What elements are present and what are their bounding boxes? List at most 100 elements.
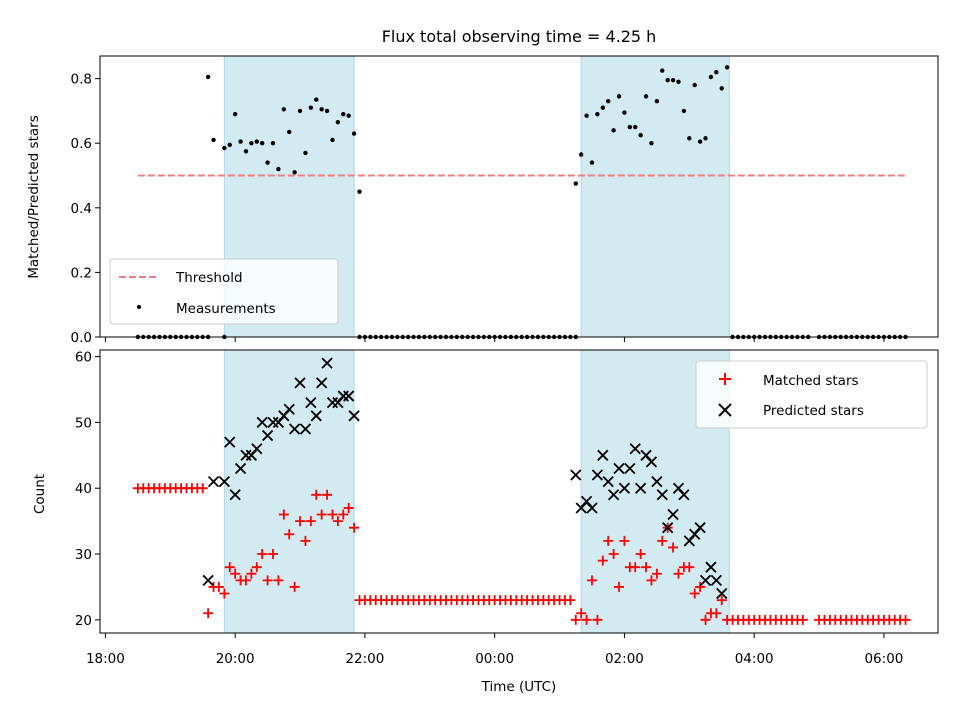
matched-star-point <box>349 522 360 533</box>
measurement-point <box>573 181 578 186</box>
measurement-point <box>660 68 665 73</box>
y-tick-label-top: 0.8 <box>71 72 92 88</box>
matched-star-point <box>268 549 279 560</box>
y-tick-label-top: 0.4 <box>71 201 92 217</box>
measurement-point <box>243 149 249 154</box>
measurement-point <box>205 74 211 80</box>
matched-star-point <box>716 595 727 606</box>
measurement-point <box>697 139 703 144</box>
measurement-point <box>703 136 708 141</box>
predicted-star-point <box>705 561 717 573</box>
y-tick-label-bottom: 30 <box>75 547 92 563</box>
predicted-star-point <box>586 502 598 514</box>
matched-star-point <box>240 575 251 586</box>
predicted-star-point <box>283 403 295 415</box>
matched-star-point <box>273 575 284 586</box>
measurement-point <box>649 141 654 146</box>
matched-star-point <box>338 509 349 520</box>
matched-star-point <box>581 614 592 625</box>
measurement-point <box>627 124 633 130</box>
matched-star-point <box>646 575 657 586</box>
predicted-star-point <box>288 423 301 435</box>
matched-star-point <box>597 555 608 566</box>
measurement-point <box>346 113 351 118</box>
matched-star-point <box>289 581 300 592</box>
bottom-axes-frame <box>99 349 939 634</box>
predicted-star-point <box>629 443 641 455</box>
measurement-point <box>681 108 687 114</box>
matched-star-point <box>689 588 700 599</box>
measurement-point <box>638 132 643 138</box>
measurement-point <box>622 110 627 115</box>
y-tick-label-top: 0.2 <box>71 265 92 281</box>
matched-star-point <box>257 549 268 560</box>
matched-star-point <box>641 562 652 573</box>
predicted-star-point <box>229 489 241 501</box>
predicted-star-point <box>694 522 706 534</box>
legend-predicted-swatch <box>718 403 732 417</box>
predicted-star-point <box>256 416 268 429</box>
x-tick-label: 20:00 <box>216 651 255 667</box>
measurement-point <box>265 160 270 165</box>
predicted-star-point <box>602 475 614 488</box>
matched-star-point <box>213 581 224 592</box>
measurement-point <box>606 99 611 104</box>
predicted-star-point <box>662 522 674 534</box>
predicted-star-point <box>218 475 230 488</box>
predicted-star-point <box>591 469 604 481</box>
y-axis-label-top: Matched/Predicted stars <box>26 115 42 278</box>
y-tick-label-top: 0.6 <box>71 136 92 152</box>
y-tick-label-bottom: 60 <box>75 350 92 366</box>
predicted-star-point <box>348 410 360 422</box>
legend-top: Threshold Measurements <box>109 258 339 325</box>
matched-star-point <box>203 608 214 619</box>
predicted-star-point <box>624 462 636 475</box>
matched-star-point <box>262 575 273 586</box>
matched-star-point <box>695 581 706 592</box>
measurement-point <box>232 111 238 117</box>
measurement-point <box>238 139 243 144</box>
matched-star-point <box>246 568 257 579</box>
observing-band <box>223 349 355 634</box>
x-tick-label: 22:00 <box>345 651 384 667</box>
matched-star-point <box>305 516 316 527</box>
measurement-point <box>281 107 287 112</box>
x-tick-label: 02:00 <box>605 651 644 667</box>
matched-star-point <box>900 614 911 625</box>
matched-star-point <box>684 562 695 573</box>
matched-star-point <box>570 614 581 625</box>
predicted-star-point <box>635 482 647 494</box>
matched-star-point <box>251 562 262 573</box>
measurement-point <box>276 166 281 172</box>
predicted-star-point <box>261 429 274 442</box>
measurement-point <box>595 111 600 117</box>
predicted-star-point <box>343 390 355 402</box>
legend-measurements-swatch <box>137 305 141 309</box>
measurement-point <box>670 78 676 83</box>
measurement-point <box>211 137 216 143</box>
matched-star-point <box>603 535 614 546</box>
measurement-point <box>270 141 276 146</box>
measurement-point <box>351 131 357 136</box>
measurement-point <box>314 97 319 102</box>
measurement-point <box>633 124 638 130</box>
predicted-star-point <box>678 489 690 501</box>
measurement-point <box>324 108 330 114</box>
matched-star-point <box>565 595 576 606</box>
measurement-point <box>578 152 584 157</box>
predicted-star-point <box>202 574 214 586</box>
matched-star-point <box>219 588 230 599</box>
legend-measurements-label: Measurements <box>176 301 276 317</box>
measurement-point <box>616 94 622 99</box>
measurement-point <box>719 86 724 91</box>
measurement-point <box>287 129 292 135</box>
measurement-point <box>692 82 697 88</box>
y-tick-label-bottom: 50 <box>75 415 92 431</box>
measurement-point <box>335 120 341 125</box>
measurement-point <box>259 141 265 146</box>
matched-star-point <box>224 562 235 573</box>
legend-threshold-label: Threshold <box>175 270 243 286</box>
x-axis-label: Time (UTC) <box>481 679 557 695</box>
measurement-point <box>303 150 308 156</box>
